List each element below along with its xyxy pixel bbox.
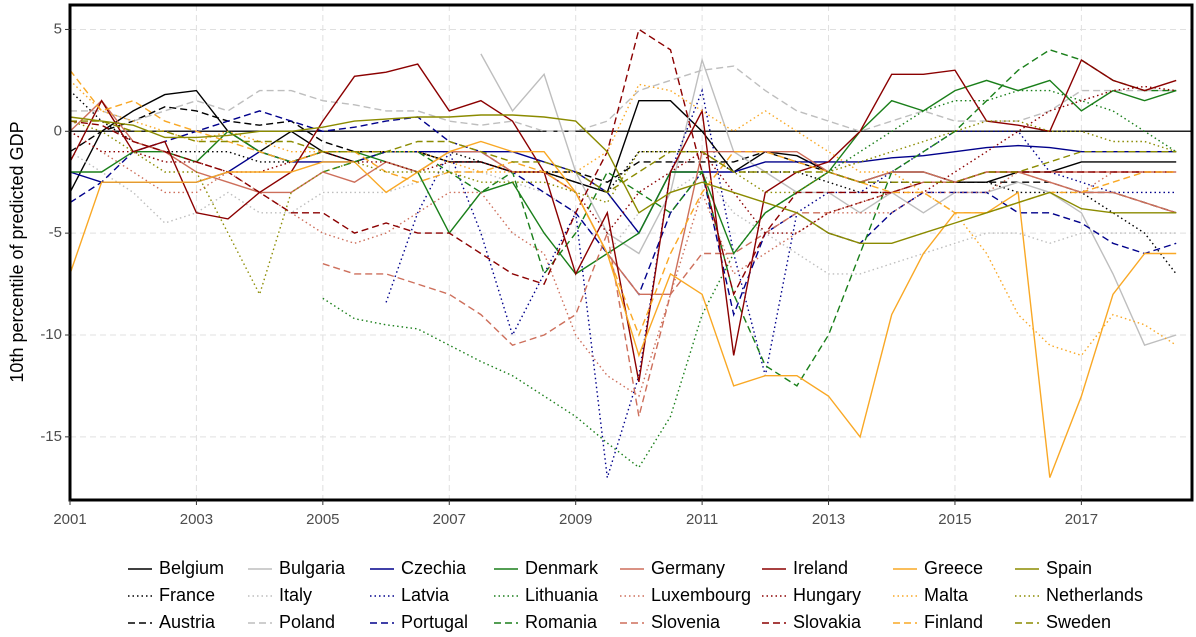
series-line xyxy=(69,106,1177,214)
legend-label: Spain xyxy=(1046,558,1092,578)
series-line xyxy=(322,49,1177,387)
series-line xyxy=(69,144,1177,235)
legend-label: Lithuania xyxy=(525,585,599,605)
legend-label: Romania xyxy=(525,612,598,632)
x-tick-label: 2005 xyxy=(306,511,339,528)
y-tick-label: -10 xyxy=(40,326,62,343)
legend-label: Poland xyxy=(279,612,335,632)
x-tick-label: 2015 xyxy=(938,511,971,528)
legend-label: Luxembourg xyxy=(651,585,751,605)
y-tick-label: 0 xyxy=(54,122,62,139)
y-axis-title: 10th percentile of predicted GDP xyxy=(7,121,27,382)
series-line xyxy=(69,130,1177,398)
legend-label: Slovenia xyxy=(651,612,721,632)
y-tick-label: 5 xyxy=(54,20,62,37)
x-tick-label: 2013 xyxy=(812,511,845,528)
legend-label: Portugal xyxy=(401,612,468,632)
legend-label: Finland xyxy=(924,612,983,632)
legend-label: Latvia xyxy=(401,585,450,605)
legend-label: Belgium xyxy=(159,558,224,578)
series-line xyxy=(69,58,1177,383)
x-tick-label: 2009 xyxy=(559,511,592,528)
series-line xyxy=(69,120,1177,297)
x-tick-label: 2007 xyxy=(433,511,466,528)
series-line xyxy=(69,90,1177,275)
plot-border xyxy=(68,3,1194,502)
legend-label: Bulgaria xyxy=(279,558,346,578)
series-line xyxy=(69,69,1177,337)
legend-label: France xyxy=(159,585,215,605)
series-line xyxy=(69,151,1177,275)
x-tick-label: 2017 xyxy=(1065,511,1098,528)
x-tick-label: 2001 xyxy=(53,511,86,528)
series-line xyxy=(69,114,1177,244)
x-tick-label: 2003 xyxy=(180,511,213,528)
legend-label: Slovakia xyxy=(793,612,862,632)
series-line xyxy=(70,120,1177,194)
series-line xyxy=(69,85,1177,235)
x-tick-label: 2011 xyxy=(686,511,718,528)
legend-label: Austria xyxy=(159,612,216,632)
legend-label: Czechia xyxy=(401,558,467,578)
series-line xyxy=(70,79,1177,275)
legend-label: Netherlands xyxy=(1046,585,1143,605)
legend-label: Italy xyxy=(279,585,312,605)
series-line xyxy=(385,88,1177,478)
series-line xyxy=(69,140,1177,478)
legend-label: Germany xyxy=(651,558,725,578)
legend-label: Hungary xyxy=(793,585,861,605)
legend-label: Ireland xyxy=(793,558,848,578)
y-tick-label: -15 xyxy=(40,428,62,445)
legend-label: Sweden xyxy=(1046,612,1111,632)
legend-label: Malta xyxy=(924,585,969,605)
legend-label: Denmark xyxy=(525,558,599,578)
legend-label: Greece xyxy=(924,558,983,578)
series-line xyxy=(322,171,1177,417)
series-line xyxy=(69,28,1177,297)
y-tick-label: -5 xyxy=(49,224,62,241)
